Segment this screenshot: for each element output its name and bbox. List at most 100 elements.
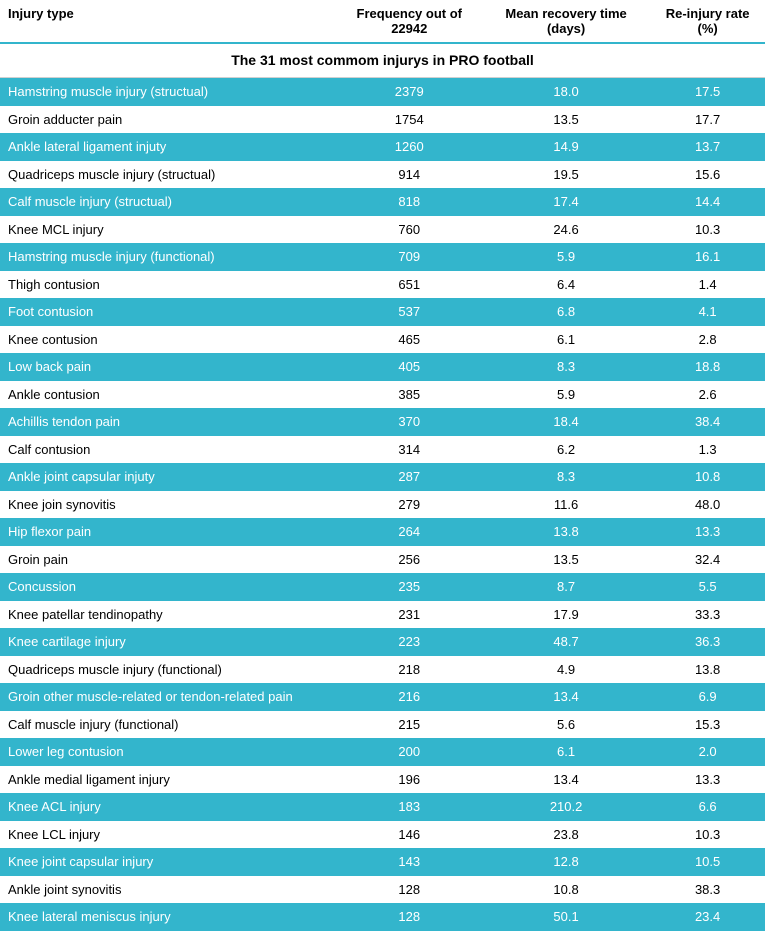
- cell-c2: 200: [337, 738, 482, 766]
- table-row: Ankle joint capsular injuty2878.310.8: [0, 463, 765, 491]
- cell-c1: Knee LCL injury: [0, 821, 337, 849]
- cell-c3: 12.8: [482, 848, 650, 876]
- cell-c3: 23.8: [482, 821, 650, 849]
- header-injury-type: Injury type: [0, 0, 337, 43]
- table-row: Groin other muscle-related or tendon-rel…: [0, 683, 765, 711]
- table-row: Knee LCL injury14623.810.3: [0, 821, 765, 849]
- cell-c1: Hip flexor pain: [0, 518, 337, 546]
- cell-c1: Calf muscle injury (structual): [0, 188, 337, 216]
- table-title-row: The 31 most commom injurys in PRO footba…: [0, 43, 765, 78]
- table-row: Knee contusion4656.12.8: [0, 326, 765, 354]
- cell-c1: Groin adducter pain: [0, 106, 337, 134]
- cell-c4: 13.8: [650, 656, 765, 684]
- cell-c3: 17.9: [482, 601, 650, 629]
- table-row: Concussion2358.75.5: [0, 573, 765, 601]
- table-row: Knee cartilage injury22348.736.3: [0, 628, 765, 656]
- cell-c4: 48.0: [650, 491, 765, 519]
- table-body: Hamstring muscle injury (structual)23791…: [0, 78, 765, 931]
- cell-c4: 15.6: [650, 161, 765, 189]
- cell-c2: 914: [337, 161, 482, 189]
- cell-c4: 17.5: [650, 78, 765, 106]
- table-row: Knee ACL injury183210.26.6: [0, 793, 765, 821]
- table-row: Knee joint capsular injury14312.810.5: [0, 848, 765, 876]
- cell-c1: Concussion: [0, 573, 337, 601]
- table-row: Knee lateral meniscus injury12850.123.4: [0, 903, 765, 931]
- table-row: Thigh contusion6516.41.4: [0, 271, 765, 299]
- cell-c1: Calf contusion: [0, 436, 337, 464]
- cell-c1: Groin other muscle-related or tendon-rel…: [0, 683, 337, 711]
- cell-c3: 48.7: [482, 628, 650, 656]
- cell-c1: Knee contusion: [0, 326, 337, 354]
- cell-c3: 24.6: [482, 216, 650, 244]
- cell-c4: 1.4: [650, 271, 765, 299]
- cell-c4: 5.5: [650, 573, 765, 601]
- cell-c3: 13.8: [482, 518, 650, 546]
- cell-c3: 50.1: [482, 903, 650, 931]
- cell-c2: 760: [337, 216, 482, 244]
- cell-c1: Knee ACL injury: [0, 793, 337, 821]
- table-row: Knee join synovitis27911.648.0: [0, 491, 765, 519]
- cell-c4: 16.1: [650, 243, 765, 271]
- cell-c3: 6.2: [482, 436, 650, 464]
- table-row: Groin pain25613.532.4: [0, 546, 765, 574]
- cell-c3: 8.3: [482, 463, 650, 491]
- table-row: Knee MCL injury76024.610.3: [0, 216, 765, 244]
- cell-c2: 818: [337, 188, 482, 216]
- cell-c1: Lower leg contusion: [0, 738, 337, 766]
- cell-c3: 8.7: [482, 573, 650, 601]
- table-row: Calf muscle injury (functional)2155.615.…: [0, 711, 765, 739]
- cell-c3: 14.9: [482, 133, 650, 161]
- table-row: Calf contusion3146.21.3: [0, 436, 765, 464]
- cell-c3: 5.9: [482, 381, 650, 409]
- cell-c2: 216: [337, 683, 482, 711]
- cell-c4: 6.9: [650, 683, 765, 711]
- cell-c4: 38.3: [650, 876, 765, 904]
- table-row: Ankle contusion3855.92.6: [0, 381, 765, 409]
- cell-c3: 13.5: [482, 546, 650, 574]
- cell-c2: 146: [337, 821, 482, 849]
- cell-c1: Ankle joint synovitis: [0, 876, 337, 904]
- cell-c2: 465: [337, 326, 482, 354]
- cell-c2: 405: [337, 353, 482, 381]
- cell-c1: Achillis tendon pain: [0, 408, 337, 436]
- cell-c2: 235: [337, 573, 482, 601]
- cell-c4: 1.3: [650, 436, 765, 464]
- cell-c4: 13.3: [650, 766, 765, 794]
- cell-c4: 32.4: [650, 546, 765, 574]
- table-row: Hamstring muscle injury (structual)23791…: [0, 78, 765, 106]
- cell-c3: 18.4: [482, 408, 650, 436]
- table-row: Hamstring muscle injury (functional)7095…: [0, 243, 765, 271]
- cell-c2: 223: [337, 628, 482, 656]
- cell-c4: 2.0: [650, 738, 765, 766]
- cell-c3: 6.1: [482, 326, 650, 354]
- cell-c1: Quadriceps muscle injury (structual): [0, 161, 337, 189]
- cell-c2: 231: [337, 601, 482, 629]
- cell-c2: 385: [337, 381, 482, 409]
- cell-c4: 10.3: [650, 821, 765, 849]
- table-row: Calf muscle injury (structual)81817.414.…: [0, 188, 765, 216]
- cell-c2: 370: [337, 408, 482, 436]
- table-title: The 31 most commom injurys in PRO footba…: [0, 43, 765, 78]
- cell-c3: 19.5: [482, 161, 650, 189]
- cell-c4: 13.3: [650, 518, 765, 546]
- cell-c1: Ankle joint capsular injuty: [0, 463, 337, 491]
- cell-c2: 1260: [337, 133, 482, 161]
- table-row: Quadriceps muscle injury (functional)218…: [0, 656, 765, 684]
- cell-c4: 38.4: [650, 408, 765, 436]
- cell-c3: 210.2: [482, 793, 650, 821]
- cell-c1: Knee cartilage injury: [0, 628, 337, 656]
- cell-c4: 6.6: [650, 793, 765, 821]
- cell-c4: 2.8: [650, 326, 765, 354]
- cell-c2: 256: [337, 546, 482, 574]
- cell-c2: 196: [337, 766, 482, 794]
- cell-c4: 4.1: [650, 298, 765, 326]
- header-recovery-time: Mean recovery time (days): [482, 0, 650, 43]
- cell-c4: 18.8: [650, 353, 765, 381]
- cell-c3: 5.6: [482, 711, 650, 739]
- cell-c3: 13.4: [482, 766, 650, 794]
- cell-c3: 10.8: [482, 876, 650, 904]
- table-row: Foot contusion5376.84.1: [0, 298, 765, 326]
- cell-c4: 10.5: [650, 848, 765, 876]
- cell-c2: 2379: [337, 78, 482, 106]
- cell-c1: Knee patellar tendinopathy: [0, 601, 337, 629]
